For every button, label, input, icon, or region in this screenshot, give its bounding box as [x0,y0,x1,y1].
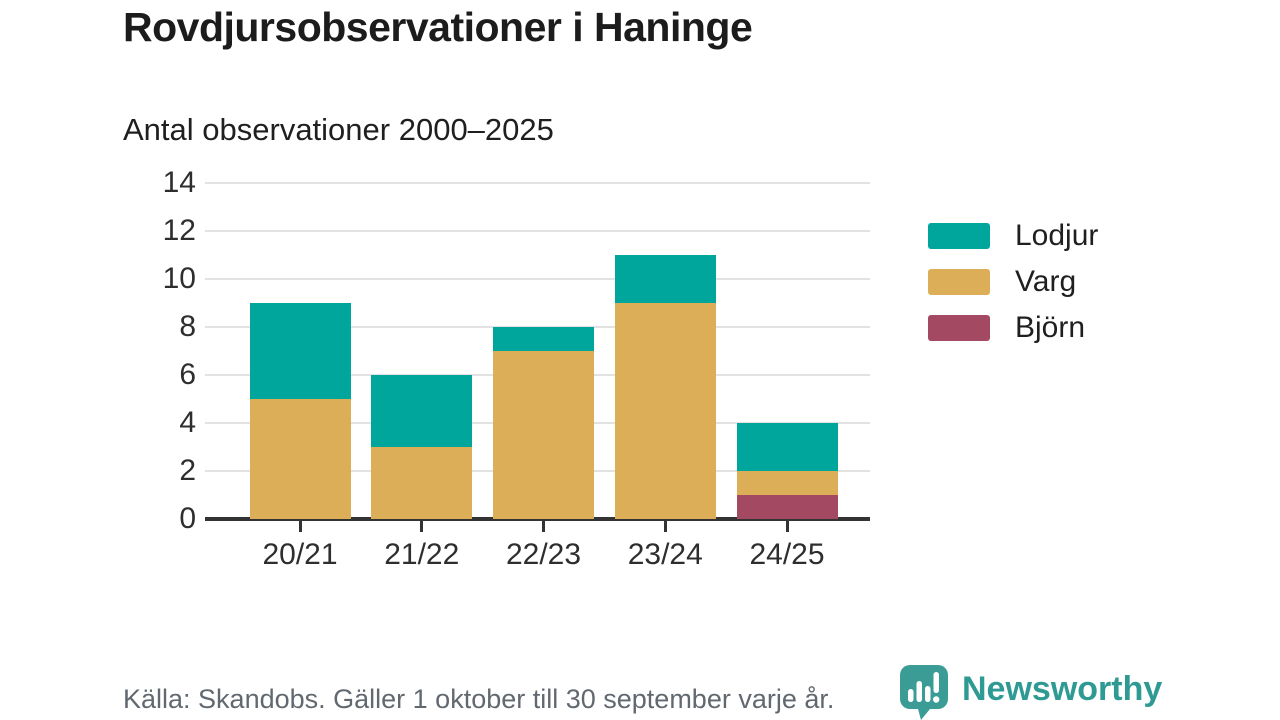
newsworthy-bubble-chart-icon [900,665,948,720]
bar-segment-björn [736,495,838,519]
x-axis-line [205,517,870,521]
legend-swatch [928,269,990,295]
y-axis-tick-label: 0 [179,502,196,535]
x-axis-tick [298,521,302,532]
legend-item: Lodjur [928,213,1098,259]
bar-segment-varg [736,471,838,495]
bar-segment-lodjur [249,303,351,399]
chart-subtitle: Antal observationer 2000–2025 [123,112,554,147]
y-axis-tick-label: 10 [162,262,196,295]
x-axis-tick-label: 20/21 [262,538,338,571]
y-axis-tick-label: 6 [179,358,196,391]
bar-segment-varg [371,447,473,519]
legend-label: Björn [1015,311,1086,344]
brand-name: Newsworthy [962,670,1163,708]
source-text: Källa: Skandobs. Gäller 1 oktober till 3… [123,684,835,714]
x-axis-tick [663,521,667,532]
x-axis-tick-label: 21/22 [384,538,460,571]
bar-segment-varg [614,303,716,519]
y-axis-tick-label: 8 [179,310,196,343]
legend-swatch [928,223,990,249]
y-axis-tick-label: 12 [162,214,196,247]
newsworthy-logo: Newsworthy [896,663,1162,720]
x-axis-tick-label: 22/23 [505,538,582,571]
bar-segment-varg [249,399,351,519]
legend-item: Varg [928,259,1098,305]
legend-label: Lodjur [1015,219,1099,252]
bar-segment-lodjur [371,375,473,447]
y-gridline [205,182,870,184]
y-gridline [205,278,870,280]
bar-segment-lodjur [493,327,594,351]
bar-segment-lodjur [736,423,838,471]
x-axis-tick [420,521,424,532]
bar-segment-varg [493,351,594,519]
chart-legend: Lodjur Varg Björn [928,213,1098,351]
x-axis-tick [785,521,789,532]
y-axis-tick-label: 14 [162,166,196,199]
x-axis-tick-label: 24/25 [749,538,825,571]
legend-item: Björn [928,305,1098,351]
chart-title: Rovdjursobservationer i Haninge [123,4,753,50]
x-axis-tick [542,521,545,532]
legend-label: Varg [1015,265,1077,298]
y-axis-tick-label: 2 [179,454,196,487]
legend-swatch [928,315,990,341]
x-axis-tick-label: 23/24 [627,538,703,571]
bar-segment-lodjur [614,255,716,303]
y-axis-tick-label: 4 [179,406,196,439]
y-gridline [205,230,870,232]
